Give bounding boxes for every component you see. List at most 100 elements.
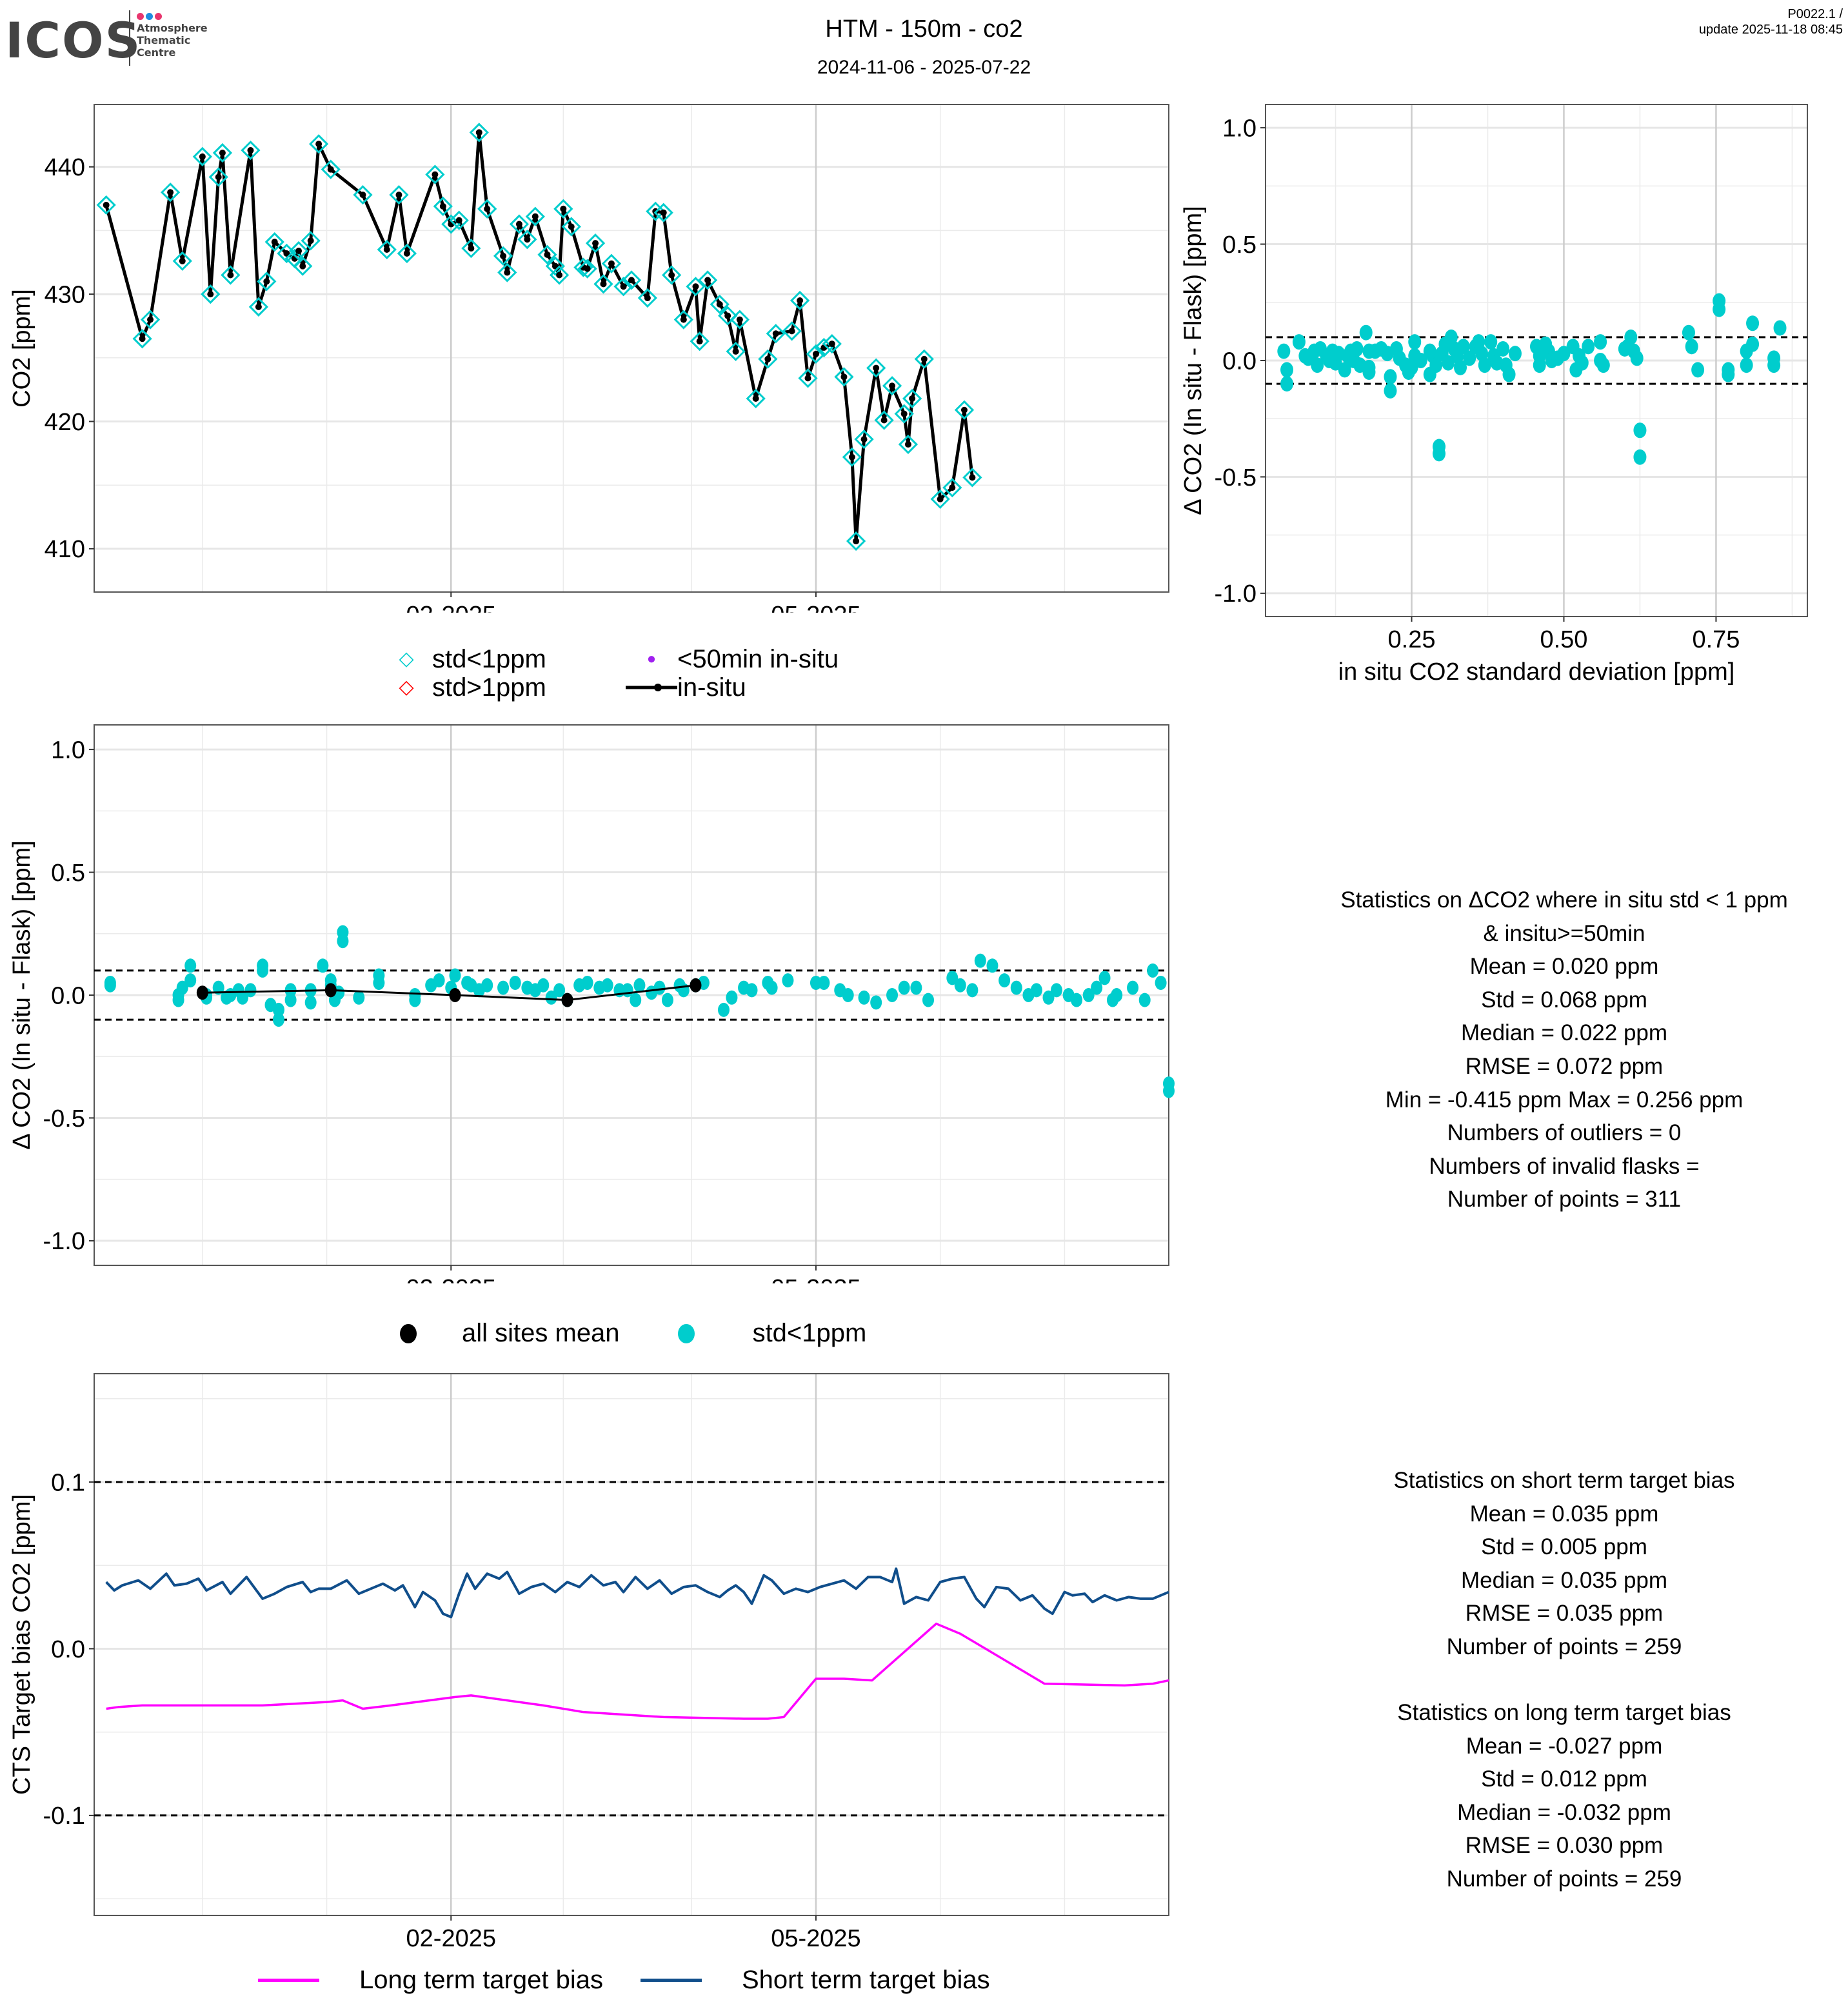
insitu-point: [704, 277, 711, 284]
delta-point: [581, 975, 593, 990]
delta-point: [104, 975, 116, 990]
flask-point: [517, 230, 537, 250]
insitu-point: [772, 330, 779, 337]
delta-point: [1359, 324, 1373, 341]
delta-point: [842, 988, 854, 1002]
delta-point: [910, 980, 922, 995]
delta-point: [870, 995, 882, 1010]
flask-point: [942, 478, 962, 498]
delta-point: [1582, 339, 1595, 355]
insitu-point: [219, 150, 226, 157]
flask-point: [690, 331, 710, 351]
insitu-point: [660, 209, 667, 216]
insitu-point: [960, 406, 968, 413]
stat-std: Std = 0.005 ppm: [1481, 1534, 1647, 1560]
stat-invalid-flasks: Numbers of invalid flasks =: [1429, 1153, 1700, 1179]
delta-point: [481, 978, 493, 993]
insitu-point: [724, 312, 731, 319]
long-term-bias-line: [106, 1622, 1169, 1720]
stat-mean: Mean = -0.027 ppm: [1465, 1733, 1663, 1759]
legend-purple-dot-icon: ●: [646, 650, 657, 667]
delta-point: [184, 958, 197, 973]
legend-diamond-red-icon: ◇: [399, 677, 414, 698]
flask-point: [449, 210, 469, 230]
insitu-point: [880, 417, 888, 424]
insitu-point: [395, 192, 402, 199]
delta-point: [409, 988, 421, 1002]
x-tick-label: 0.75: [1692, 626, 1740, 653]
delta-point: [1429, 357, 1443, 373]
insitu-point: [949, 484, 956, 491]
legend-magenta-line-icon: [258, 1979, 319, 1982]
delta-point: [1147, 963, 1159, 978]
flask-point: [241, 140, 261, 161]
legend-long-term: Long term target bias: [359, 1966, 603, 1994]
delta-point: [1384, 369, 1397, 385]
flask-point: [545, 256, 566, 276]
y-tick-label: -1.0: [43, 1228, 85, 1255]
y-tick-label: 430: [45, 281, 85, 308]
flask-point: [766, 324, 786, 344]
delta-point: [1277, 343, 1291, 359]
insitu-point: [592, 240, 599, 247]
y-tick-label: 0.5: [1222, 232, 1257, 259]
insitu-point: [327, 166, 334, 173]
delta-point: [497, 980, 510, 995]
flask-point: [662, 265, 682, 285]
insitu-point: [403, 250, 410, 257]
y-tick-label: -0.1: [43, 1803, 85, 1830]
delta-point: [1508, 346, 1522, 362]
delta-point: [986, 958, 999, 973]
flask-point: [585, 233, 606, 253]
y-tick-label: 410: [45, 536, 85, 563]
flask-point: [718, 306, 738, 326]
delta-point: [1594, 334, 1607, 350]
delta-point: [858, 990, 870, 1005]
stat-points: Number of points = 259: [1446, 1634, 1682, 1659]
legend-std-lt-1: std<1ppm: [432, 645, 546, 673]
insitu-point: [167, 189, 174, 196]
stat-rmse: RMSE = 0.072 ppm: [1465, 1053, 1664, 1079]
insitu-point: [544, 251, 551, 258]
short-term-statistics: Statistics on short term target bias Mea…: [1290, 1464, 1838, 1664]
delta-vs-std-chart: -1.0 -0.5 0.0 0.5 1.0 0.25 0.50 0.75 in situ CO2…: [1180, 104, 1808, 686]
y-tick-label: 1.0: [1222, 115, 1257, 142]
delta-point: [433, 973, 445, 988]
insitu-point: [568, 223, 575, 230]
insitu-point: [909, 395, 916, 402]
insitu-point: [848, 453, 855, 460]
stat-median: Median = -0.032 ppm: [1457, 1799, 1671, 1825]
flask-point: [601, 253, 622, 273]
flask-point: [573, 257, 593, 277]
y-tick-label: 0.0: [1222, 348, 1257, 375]
delta-point: [898, 980, 910, 995]
delta-point: [1350, 341, 1364, 357]
delta-point: [1557, 346, 1571, 362]
insitu-point: [716, 301, 723, 308]
flask-point: [866, 358, 886, 378]
delta-point: [304, 995, 317, 1010]
insitu-point: [668, 272, 675, 279]
page-title: HTM - 150m - co2: [825, 15, 1023, 43]
flask-point: [561, 217, 581, 237]
insitu-point: [263, 278, 270, 285]
delta-point: [1408, 334, 1422, 350]
delta-point: [1138, 993, 1151, 1007]
delta-point: [545, 990, 557, 1005]
delta-point: [886, 988, 899, 1002]
stat-points: Number of points = 311: [1447, 1187, 1682, 1212]
delta-point: [1596, 357, 1610, 373]
y-axis-label: CO2 [ppm]: [8, 289, 35, 408]
delta-point: [257, 958, 269, 973]
flask-point: [493, 246, 513, 266]
delta-point: [1633, 422, 1647, 439]
flask-point: [686, 277, 706, 297]
delta-point: [966, 983, 979, 998]
insitu-point: [432, 171, 439, 178]
insitu-point: [736, 316, 743, 323]
y-tick-label: 0.0: [51, 982, 85, 1009]
flask-point: [201, 284, 221, 304]
flask-point: [593, 274, 613, 294]
insitu-point: [969, 474, 976, 481]
legend-std-lt-1-mid: std<1ppm: [752, 1319, 867, 1347]
